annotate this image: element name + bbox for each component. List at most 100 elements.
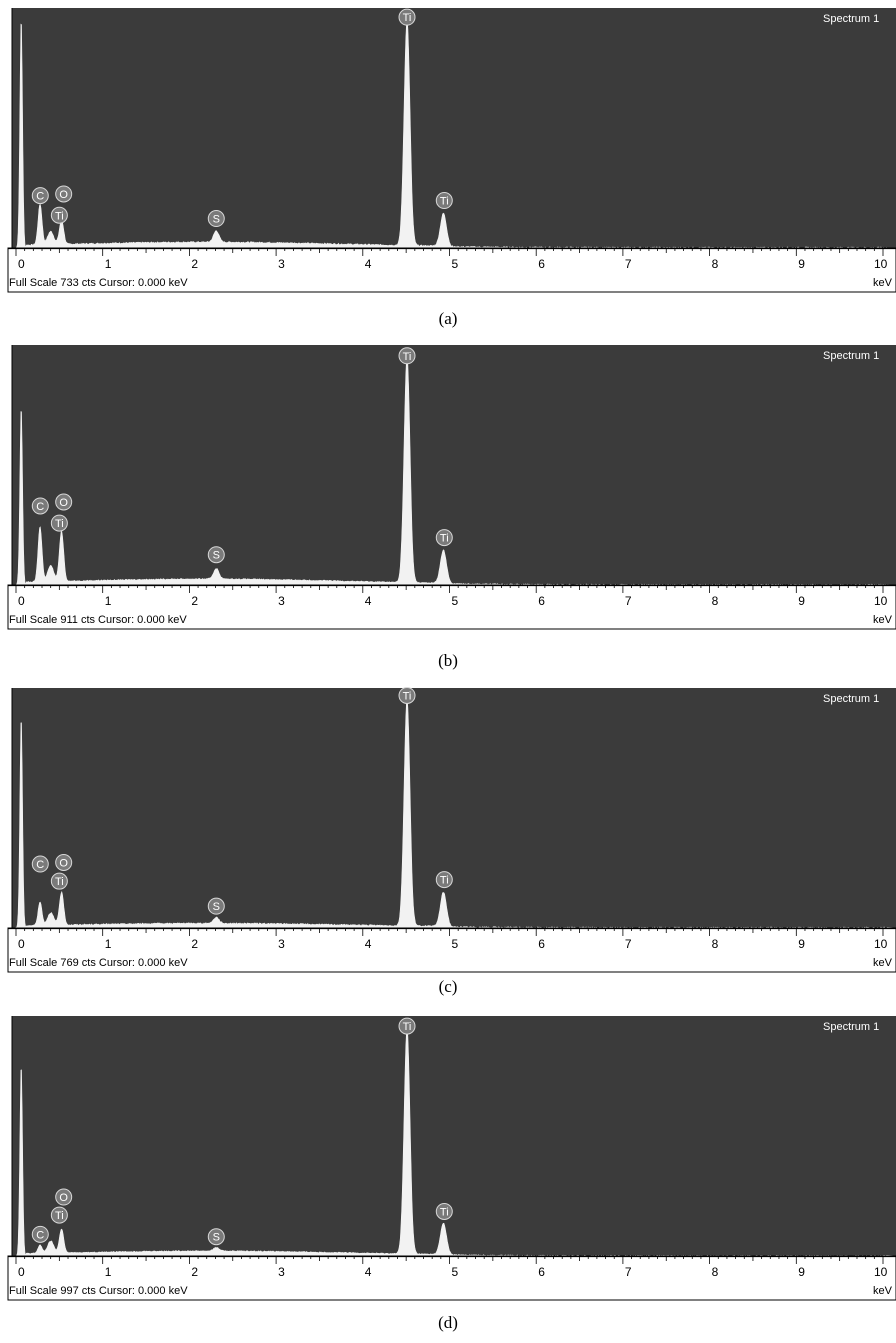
element-label: Ti [55, 518, 64, 530]
element-label: Ti [440, 1206, 449, 1218]
spectrum-label: Spectrum 1 [823, 1021, 879, 1033]
spectrum-label: Spectrum 1 [823, 13, 879, 25]
x-tick-label: 3 [278, 1265, 285, 1279]
element-marker: Ti [435, 871, 453, 889]
element-label: S [213, 550, 220, 562]
full-scale-readout: Full Scale 911 cts Cursor: 0.000 keV [9, 614, 187, 626]
x-tick-label: 4 [365, 594, 372, 608]
x-tick-label: 8 [712, 257, 719, 271]
x-tick-label: 4 [365, 1265, 372, 1279]
element-marker: C [31, 855, 49, 873]
x-tick-label: 0 [18, 594, 25, 608]
x-tick-label: 9 [798, 257, 805, 271]
element-marker: O [55, 853, 73, 871]
plot-area [12, 8, 896, 248]
x-tick-label: 2 [191, 1265, 198, 1279]
element-label: Ti [403, 690, 412, 702]
element-label: Ti [403, 351, 412, 363]
element-marker: Ti [50, 872, 68, 890]
element-marker: C [31, 187, 49, 205]
element-label: Ti [440, 875, 449, 887]
element-label: Ti [55, 210, 64, 222]
x-tick-label: 2 [191, 937, 198, 951]
full-scale-readout: Full Scale 733 cts Cursor: 0.000 keV [9, 277, 188, 289]
x-tick-label: 7 [625, 594, 632, 608]
x-tick-label: 9 [798, 594, 805, 608]
element-marker: Ti [398, 1017, 416, 1035]
x-tick-label: 0 [18, 937, 25, 951]
x-tick-label: 0 [18, 1265, 25, 1279]
element-label: O [59, 497, 68, 509]
element-label: C [36, 1229, 44, 1241]
element-label: C [36, 859, 44, 871]
element-marker: C [31, 497, 49, 515]
panel-caption: (b) [438, 651, 458, 670]
element-label: Ti [403, 12, 412, 24]
x-tick-label: 1 [105, 257, 112, 271]
element-label: Ti [55, 876, 64, 888]
element-marker: Ti [50, 206, 68, 224]
x-tick-label: 5 [452, 1265, 459, 1279]
x-tick-label: 8 [712, 1265, 719, 1279]
x-tick-label: 8 [712, 937, 719, 951]
x-tick-label: 2 [191, 257, 198, 271]
spectrum-chart: Spectrum 1 C O Ti S Ti Ti 0 1 2 3 4 5 6 7 8 9 10 Full Scal… [7, 686, 896, 973]
spectrum-panel: Spectrum 1 C O Ti S Ti Ti 0 1 2 3 4 5 6 7 8 9 10 Full Scal… [0, 685, 896, 1015]
x-tick-label: 6 [538, 937, 545, 951]
x-axis-unit: keV [873, 957, 893, 969]
element-label: O [59, 189, 68, 201]
element-marker: Ti [50, 514, 68, 532]
x-tick-label: 10 [874, 594, 888, 608]
element-marker: S [207, 897, 225, 915]
x-tick-label: 8 [712, 594, 719, 608]
plot-area [12, 688, 896, 928]
spectrum-label: Spectrum 1 [823, 350, 879, 362]
element-label: S [213, 1232, 220, 1244]
x-tick-label: 1 [105, 937, 112, 951]
x-tick-label: 7 [625, 257, 632, 271]
x-tick-label: 3 [278, 257, 285, 271]
x-axis-unit: keV [873, 614, 893, 626]
spectrum-panel: Spectrum 1 C O Ti S Ti Ti 0 1 2 3 4 5 6 7 8 9 10 Full Scal… [0, 5, 896, 335]
x-tick-label: 9 [798, 937, 805, 951]
panel-caption: (a) [438, 309, 458, 328]
x-tick-label: 1 [105, 594, 112, 608]
x-tick-label: 9 [798, 1265, 805, 1279]
x-tick-label: 3 [278, 937, 285, 951]
plot-area [12, 1016, 896, 1256]
element-marker: Ti [398, 686, 416, 704]
x-tick-label: 0 [18, 257, 25, 271]
x-tick-label: 10 [874, 1265, 888, 1279]
full-scale-readout: Full Scale 997 cts Cursor: 0.000 keV [9, 1285, 188, 1297]
x-tick-label: 10 [874, 937, 888, 951]
x-tick-label: 10 [874, 257, 888, 271]
element-label: Ti [440, 196, 449, 208]
element-label: Ti [55, 1210, 64, 1222]
element-marker: C [31, 1225, 49, 1243]
x-tick-label: 5 [452, 937, 459, 951]
element-marker: O [55, 1188, 73, 1206]
x-axis-unit: keV [873, 277, 893, 289]
element-marker: S [207, 546, 225, 564]
x-tick-label: 6 [538, 594, 545, 608]
element-marker: S [207, 1228, 225, 1246]
x-tick-label: 1 [105, 1265, 112, 1279]
x-tick-label: 7 [625, 937, 632, 951]
panel-caption: (d) [438, 1313, 458, 1332]
element-marker: Ti [435, 192, 453, 210]
element-marker: S [207, 210, 225, 228]
x-tick-label: 5 [452, 257, 459, 271]
x-tick-label: 5 [452, 594, 459, 608]
element-marker: Ti [50, 1206, 68, 1224]
element-marker: Ti [435, 1202, 453, 1220]
x-tick-label: 6 [538, 257, 545, 271]
spectrum-chart: Spectrum 1 C O Ti S Ti Ti 0 1 2 3 4 5 6 7 8 9 10 Full Scal… [7, 345, 896, 630]
element-label: O [59, 857, 68, 869]
element-marker: Ti [398, 8, 416, 26]
x-tick-label: 7 [625, 1265, 632, 1279]
x-axis-unit: keV [873, 1285, 893, 1297]
element-marker: O [55, 185, 73, 203]
element-label: Ti [403, 1021, 412, 1033]
plot-area [12, 345, 896, 585]
x-tick-label: 4 [365, 937, 372, 951]
